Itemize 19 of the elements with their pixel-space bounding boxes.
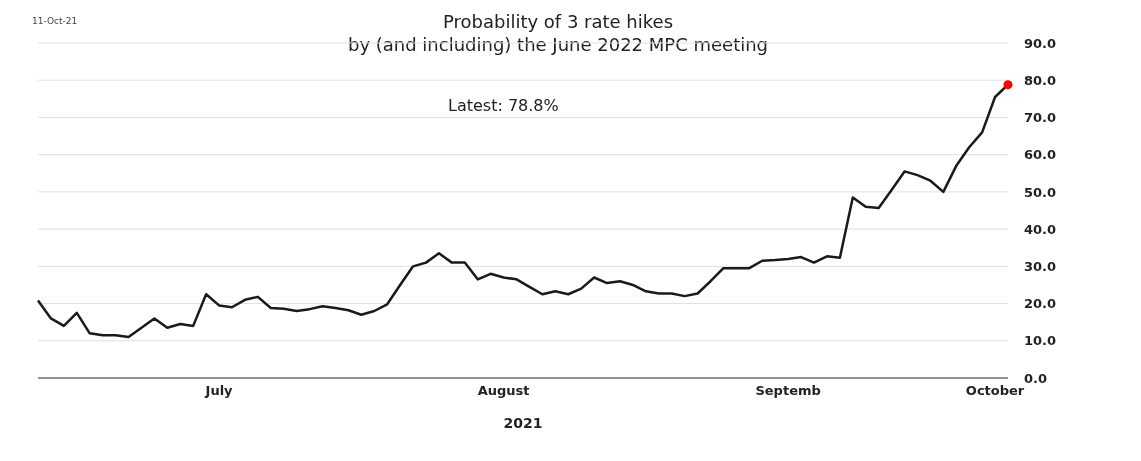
y-tick-label: 40.0 (1024, 221, 1057, 237)
x-tick-label: October (965, 383, 1025, 399)
y-tick-label: 70.0 (1024, 110, 1057, 126)
y-tick-label: 50.0 (1024, 184, 1057, 200)
x-tick-label: Septemb (755, 383, 821, 399)
y-tick-label: 30.0 (1024, 258, 1057, 274)
y-tick-label: 0.0 (1024, 370, 1048, 386)
chart-subtitle: by (and including) the June 2022 MPC meeting (346, 33, 770, 56)
y-tick-label: 60.0 (1024, 147, 1057, 163)
y-tick-label: 10.0 (1024, 333, 1057, 349)
y-tick-label: 80.0 (1024, 72, 1057, 88)
chart-title: Probability of 3 rate hikes (441, 10, 674, 33)
x-tick-label: August (477, 383, 530, 399)
annotation: Latest: 78.8% (448, 96, 559, 115)
y-tick-label: 20.0 (1024, 296, 1057, 312)
x-axis-title: 2021 (503, 415, 543, 431)
text: 11-Oct-21 (32, 16, 78, 26)
x-tick-label: July (204, 383, 234, 399)
y-tick-label: 90.0 (1024, 35, 1057, 51)
